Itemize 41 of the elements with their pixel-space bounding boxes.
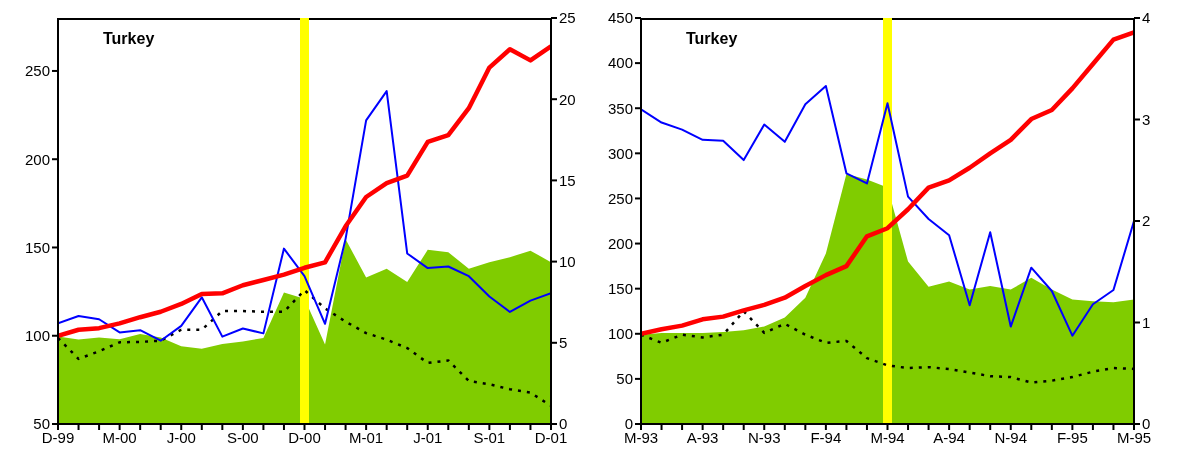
- y-tick-label: 100: [607, 325, 633, 343]
- y-tick-label: 450: [607, 9, 633, 27]
- x-tick-label: A-93: [686, 428, 719, 446]
- x-tick-label: J-01: [413, 428, 443, 446]
- line-series: [641, 30, 1134, 337]
- text: Turkey: [686, 30, 738, 48]
- y2-tick-label: 25: [559, 9, 576, 27]
- x-tick-label: M-94: [870, 428, 905, 446]
- text: Turkey: [103, 30, 155, 48]
- x-tick-label: F-94: [810, 428, 842, 446]
- y-tick-label: 350: [607, 99, 633, 117]
- y2-tick-label: 10: [559, 252, 576, 270]
- y2-tick-label: 1: [1142, 313, 1151, 331]
- line-series: [641, 85, 1134, 337]
- x-tick-label: M-01: [349, 428, 384, 446]
- x-tick-label: M-00: [102, 428, 137, 446]
- y2-tick-label: 4: [1142, 9, 1151, 27]
- y-tick-label: 250: [607, 189, 633, 207]
- x-tick-label: N-94: [994, 428, 1028, 446]
- x-tick-label: S-01: [473, 428, 506, 446]
- y-tick-label: 200: [607, 234, 633, 252]
- x-tick-label: S-00: [227, 428, 259, 446]
- y2-tick-label: 3: [1142, 110, 1151, 128]
- y-tick-label: 300: [607, 144, 633, 162]
- x-tick-label: A-94: [933, 428, 965, 446]
- y2-tick-label: 15: [559, 171, 576, 189]
- y-tick-label: 100: [24, 327, 50, 345]
- y-tick-label: 250: [24, 62, 50, 80]
- y2-tick-label: 5: [559, 334, 568, 352]
- x-tick-label: J-00: [166, 428, 196, 446]
- y2-tick-label: 20: [559, 90, 576, 108]
- y-tick-label: 150: [24, 238, 50, 256]
- y-tick-label: 50: [616, 370, 633, 388]
- y2-tick-label: 2: [1142, 212, 1151, 230]
- x-tick-label: N-93: [747, 428, 781, 446]
- y-tick-label: 150: [607, 279, 633, 297]
- x-tick-label: D-00: [288, 428, 321, 446]
- line-series: [58, 90, 551, 342]
- y-tick-label: 200: [24, 150, 50, 168]
- x-tick-label: F-95: [1056, 428, 1088, 446]
- y-tick-label: 400: [607, 54, 633, 72]
